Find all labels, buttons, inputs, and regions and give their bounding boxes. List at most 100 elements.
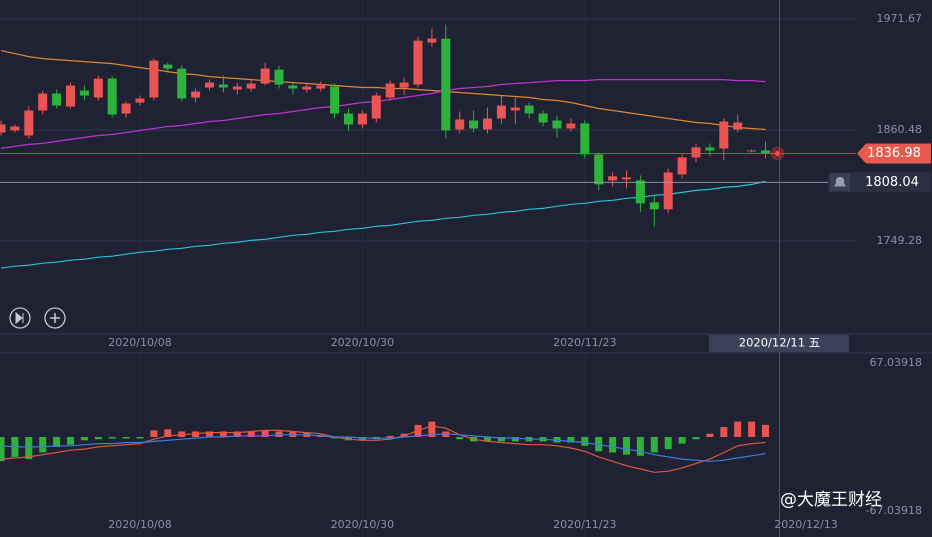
candle-body: [24, 110, 34, 136]
alert-label: 1808.04: [865, 175, 919, 190]
histogram-bar: [636, 436, 644, 456]
moving-average-line: [0, 79, 766, 149]
candle-body: [260, 68, 270, 84]
candle-body: [38, 93, 48, 111]
y-tick-label: 1749.28: [877, 234, 923, 247]
candle-body: [107, 78, 117, 115]
candle-body: [274, 69, 284, 85]
candle-body: [135, 98, 145, 103]
controls[interactable]: [9, 307, 66, 329]
candle-body: [66, 85, 75, 107]
crosshair-label: 2020/12/11 五: [739, 336, 820, 350]
last-price-tag: [857, 143, 931, 164]
y-tick-label: 1971.67: [877, 12, 923, 25]
candle-body: [622, 177, 631, 180]
histogram-bar: [748, 421, 756, 437]
histogram-bar: [0, 436, 5, 462]
candle-body: [608, 176, 618, 181]
histogram-bar: [484, 436, 491, 442]
histogram-bar: [762, 424, 769, 437]
candle-body: [663, 172, 673, 210]
histogram-bar: [650, 436, 658, 453]
play-icon: [15, 311, 24, 325]
candle-body: [218, 84, 228, 88]
histogram-bar: [261, 430, 269, 437]
candle-body: [79, 90, 89, 96]
candle-body: [649, 202, 659, 210]
candle-body: [302, 86, 312, 90]
candle-body: [344, 113, 353, 125]
candle-body: [177, 68, 187, 99]
histogram-bar: [219, 431, 227, 437]
candle-body: [455, 119, 465, 130]
y-tick-label: 1860.48: [877, 123, 923, 136]
candle-body: [288, 85, 298, 89]
y-tick-label: -67.03918: [866, 504, 922, 517]
histogram-bar: [206, 431, 213, 437]
histogram-bar: [706, 433, 714, 437]
y-tick-label: 67.03918: [870, 356, 923, 369]
candle-body: [316, 85, 326, 89]
candle-body: [761, 150, 770, 154]
candle-body: [538, 113, 548, 123]
candle-body: [594, 154, 604, 185]
candle-body: [52, 93, 62, 106]
candle-body: [705, 147, 715, 151]
x-tick-label: 2020/10/30: [331, 336, 394, 349]
histogram-bar: [511, 436, 519, 442]
histogram-bar: [386, 435, 394, 438]
histogram-bar: [678, 436, 686, 444]
add-button[interactable]: [44, 307, 66, 329]
last-price-dot: [775, 150, 780, 156]
candle-body: [483, 118, 492, 130]
histogram-bar: [39, 436, 47, 453]
candle-body: [385, 83, 395, 98]
indicator-line: [0, 425, 766, 473]
candle-body: [205, 82, 214, 88]
candle-body: [566, 123, 576, 129]
candle-body: [733, 122, 743, 130]
candle-body: [524, 105, 534, 114]
add-icon: [50, 313, 60, 323]
candle-body: [93, 78, 103, 98]
candle-body: [427, 38, 437, 43]
histogram-bar: [108, 436, 116, 439]
histogram-bar: [456, 436, 464, 440]
x-tick-label: 2020/10/08: [108, 336, 171, 349]
candle-body: [246, 83, 256, 89]
last-price-label: 1836.98: [867, 146, 921, 161]
histogram-bar: [94, 436, 102, 440]
candle-body: [496, 105, 506, 119]
candle-body: [10, 126, 20, 131]
candle-body: [357, 113, 367, 125]
x-tick-label: 2020/12/13: [774, 518, 837, 531]
candle-body: [413, 40, 423, 85]
candle-body: [232, 86, 242, 90]
candle-body: [399, 82, 409, 88]
histogram-bar: [247, 431, 255, 437]
play-button[interactable]: [9, 307, 31, 329]
candle-body: [719, 121, 729, 149]
candle-body: [677, 157, 687, 175]
histogram-bar: [80, 436, 88, 441]
crosshair-label-box: [709, 335, 849, 352]
moving-average-line: [0, 50, 766, 131]
candle-body: [163, 64, 173, 69]
x-tick-label: 2020/10/30: [331, 518, 394, 531]
histogram-bar: [233, 431, 241, 437]
x-tick-label: 2020/10/08: [108, 518, 171, 531]
histogram-bar: [25, 436, 33, 460]
x-tick-label: 2020/11/23: [553, 518, 616, 531]
histogram-bar: [53, 436, 61, 447]
candle-body: [469, 120, 479, 129]
histogram-bar: [136, 436, 144, 439]
candle-body: [121, 103, 131, 114]
histogram-bar: [331, 436, 339, 439]
x-tick-label: 2020/11/23: [553, 336, 616, 349]
candle-body: [191, 91, 201, 98]
candle-body: [552, 120, 562, 129]
candle-body: [371, 95, 381, 119]
histogram-bar: [164, 429, 172, 437]
candle-body: [0, 124, 6, 133]
